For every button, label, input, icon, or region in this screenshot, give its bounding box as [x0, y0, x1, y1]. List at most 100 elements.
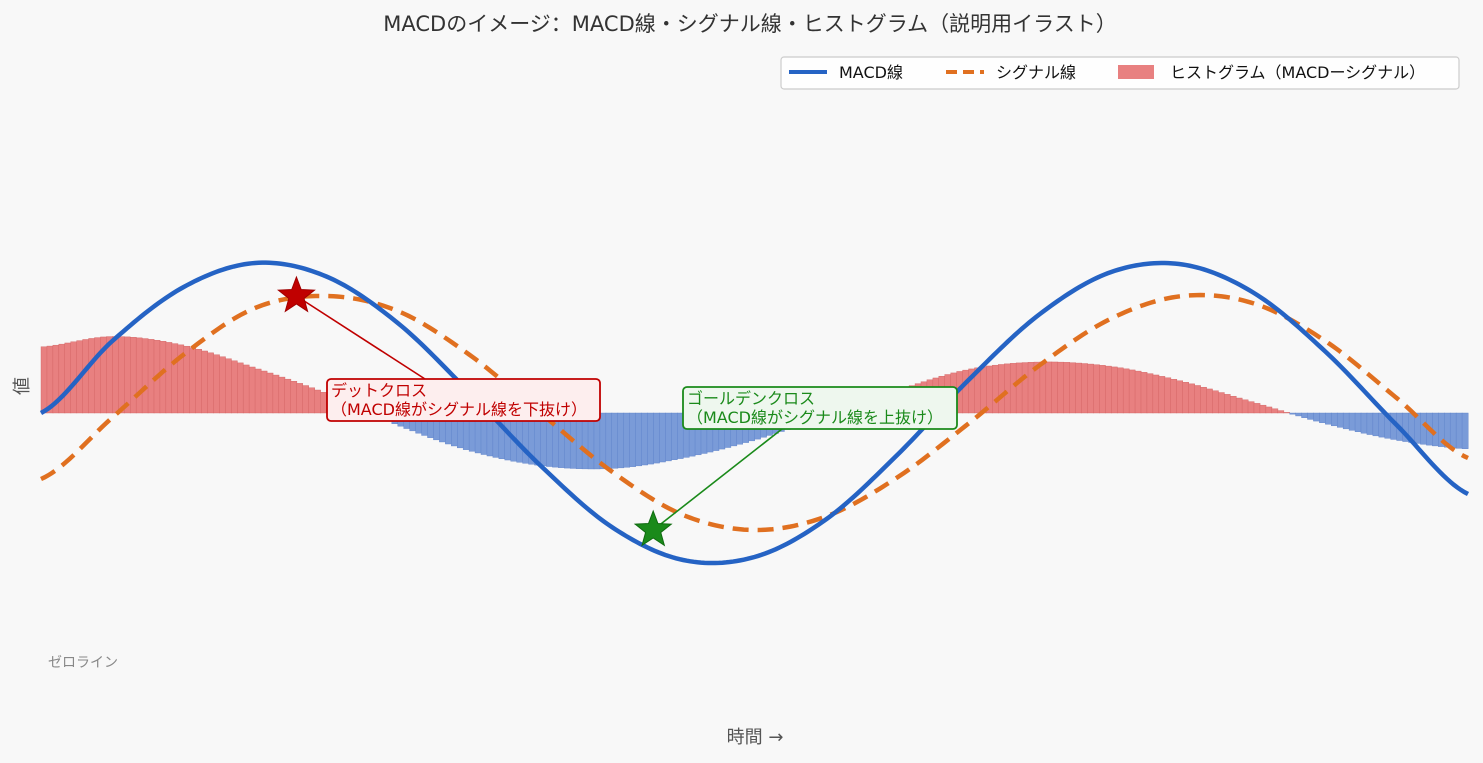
- macd-line: [39, 260, 1470, 566]
- histogram-bar: [623, 412, 631, 468]
- histogram-bar: [1111, 366, 1118, 414]
- golden-cross-label-line1: ゴールデンクロス: [687, 389, 815, 408]
- y-axis-label: 値: [12, 377, 33, 395]
- histogram-bar: [290, 381, 298, 414]
- histogram-bar: [611, 412, 619, 469]
- histogram-bar: [296, 383, 304, 414]
- histogram-bar: [1301, 412, 1308, 418]
- legend-histogram-swatch: [1118, 65, 1154, 79]
- histogram-bar: [266, 372, 274, 414]
- histogram-bar: [1027, 362, 1035, 414]
- histogram-bar: [94, 337, 101, 414]
- signal-line: [40, 292, 1469, 533]
- histogram-bar: [1348, 412, 1356, 431]
- histogram-bar: [112, 336, 119, 414]
- histogram-bar: [1449, 412, 1457, 449]
- histogram-bar: [302, 385, 309, 414]
- histogram-bar: [141, 338, 149, 414]
- histogram-bar: [1081, 363, 1088, 414]
- histogram-bar: [260, 370, 268, 414]
- histogram-bar: [605, 412, 613, 469]
- histogram-bar: [659, 412, 666, 463]
- histogram-bar: [1224, 394, 1231, 414]
- histogram-bar: [1336, 412, 1344, 428]
- histogram-bar: [1122, 368, 1130, 414]
- histogram-bar: [1366, 412, 1374, 435]
- dead-cross-label-line1: デットクロス: [331, 381, 427, 400]
- dead-cross-star-icon: [277, 275, 316, 313]
- histogram-bar: [40, 346, 48, 414]
- histogram-bar: [1087, 363, 1094, 414]
- histogram-bar: [1128, 369, 1136, 414]
- histogram-bar: [118, 336, 125, 414]
- golden-cross-annotation: ゴールデンクロス （MACD線がシグナル線を上抜け）: [633, 386, 958, 547]
- histogram-bar: [231, 360, 238, 414]
- histogram-bar: [1259, 404, 1267, 414]
- histogram-bar: [1045, 361, 1053, 414]
- histogram-bar: [1378, 412, 1386, 438]
- zero-line-label: ゼロライン: [48, 655, 118, 671]
- golden-cross-label-line2: （MACD線がシグナル線を上抜け）: [687, 408, 943, 427]
- histogram-bar: [1229, 395, 1237, 414]
- histogram-bar: [1331, 412, 1338, 427]
- histogram-bar: [254, 368, 262, 414]
- histogram-bar: [1176, 380, 1184, 414]
- histogram-bar: [1253, 403, 1261, 414]
- histogram-bar: [1004, 363, 1011, 414]
- histogram-bar: [225, 358, 232, 414]
- histogram-bar: [635, 412, 642, 467]
- histogram-bar: [278, 376, 286, 414]
- histogram-bar: [986, 365, 993, 414]
- histogram-bar: [1051, 361, 1059, 414]
- histogram-bar: [82, 339, 89, 414]
- histogram-bar: [641, 412, 648, 466]
- golden-cross-label-box: [682, 386, 958, 430]
- histogram-bar: [1116, 367, 1124, 414]
- histogram-bar: [1075, 362, 1082, 414]
- histogram-bar: [1146, 373, 1154, 414]
- histogram-bar: [962, 369, 969, 414]
- histogram-bar: [1212, 390, 1219, 414]
- histogram-bar: [1277, 410, 1285, 414]
- histogram-bar: [64, 342, 72, 414]
- histogram-bar: [213, 354, 220, 414]
- histogram-bar: [1009, 363, 1017, 414]
- histogram-bar: [88, 338, 95, 414]
- histogram-bar: [1188, 383, 1195, 414]
- histogram-bar: [1206, 388, 1213, 414]
- golden-cross-star-icon: [633, 509, 673, 547]
- histogram-bar: [320, 392, 327, 414]
- histogram-bar: [1247, 401, 1255, 414]
- histogram-bar: [1372, 412, 1380, 437]
- histogram-bar: [1342, 412, 1350, 430]
- histogram-bar: [1170, 379, 1178, 414]
- histogram-bar: [124, 336, 131, 414]
- histogram-bar: [653, 412, 660, 464]
- histogram-bar: [1325, 412, 1332, 425]
- histogram-bar: [1182, 382, 1189, 414]
- histogram-bar: [242, 364, 250, 414]
- histogram-bar: [1057, 361, 1065, 414]
- histogram-bar: [1063, 362, 1071, 414]
- histogram-bar: [70, 341, 78, 414]
- histogram-bar: [1461, 412, 1469, 449]
- histogram-bar: [248, 366, 256, 414]
- dead-cross-label-box: [326, 378, 601, 422]
- histogram-bar: [647, 412, 654, 465]
- histogram-bar: [1164, 377, 1172, 414]
- histogram-bar: [629, 412, 636, 467]
- histogram-bar: [1455, 412, 1463, 449]
- chart-title: MACDのイメージ：MACD線・シグナル線・ヒストグラム（説明用イラスト）: [383, 12, 1116, 36]
- histogram-bar: [980, 366, 987, 414]
- golden-cross-leader-line: [652, 428, 783, 531]
- histogram-bar: [1319, 412, 1326, 423]
- histogram-bar: [1283, 412, 1291, 414]
- histogram-bar: [998, 364, 1005, 414]
- histogram-bar: [237, 362, 244, 414]
- histogram-bar: [617, 412, 625, 469]
- histogram-bar: [1194, 385, 1201, 414]
- histogram-bar: [1307, 412, 1314, 420]
- histogram-bar: [189, 347, 196, 414]
- histogram-bar: [1093, 364, 1100, 414]
- histogram-bar: [1360, 412, 1368, 434]
